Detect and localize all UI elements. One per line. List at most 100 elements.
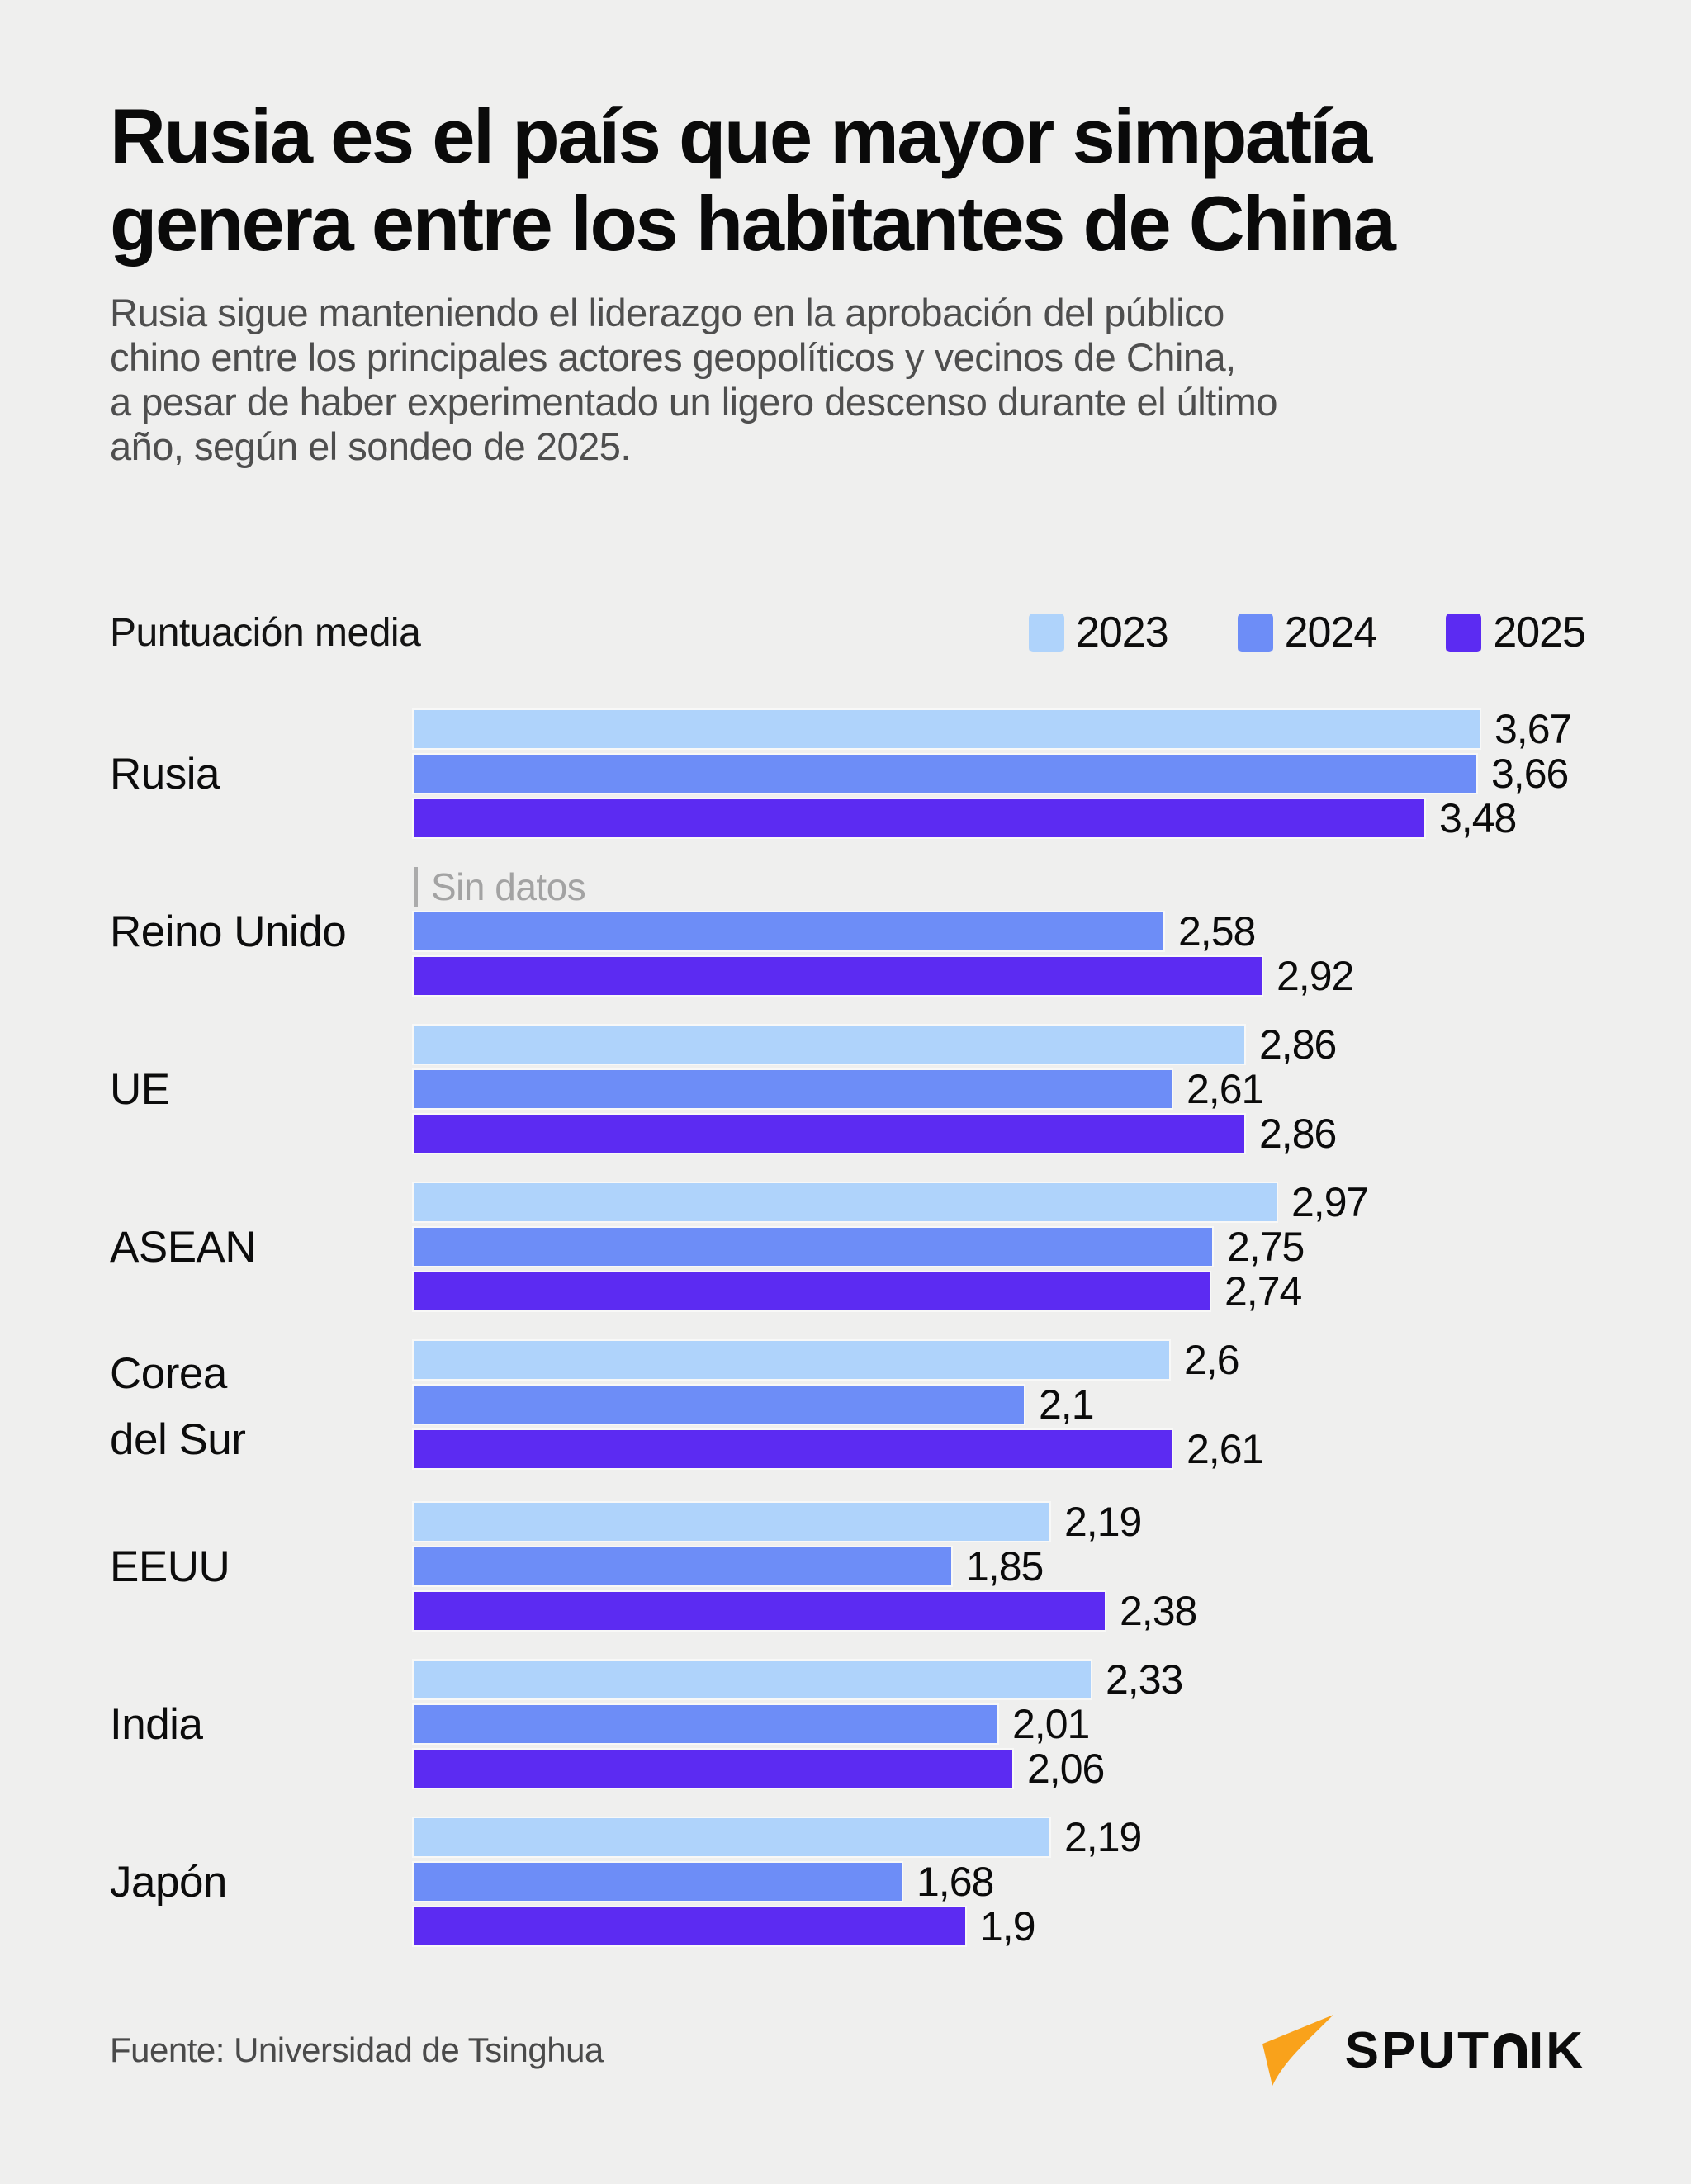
legend-year-label: 2024 xyxy=(1284,609,1378,657)
bar-row-2023: 2,33 xyxy=(414,1656,1585,1703)
sputnik-wordmark: SPUT IK xyxy=(1345,2021,1585,2080)
page-subtitle: Rusia sigue manteniendo el liderazgo en … xyxy=(110,291,1277,469)
category-group: EEUU 2,19 1,85 2,38 xyxy=(110,1499,1585,1634)
bar-row-2024: 2,01 xyxy=(414,1701,1585,1747)
bar-2025 xyxy=(414,1592,1105,1631)
category-group: India 2,33 2,01 2,06 xyxy=(110,1656,1585,1792)
category-label: UE xyxy=(110,1064,170,1114)
value-label: 1,9 xyxy=(980,1903,1036,1950)
wordmark-text: IK xyxy=(1529,2021,1585,2079)
no-data-tick xyxy=(414,867,418,907)
bar-row-2024: 2,61 xyxy=(414,1066,1585,1112)
bar-2023 xyxy=(414,1341,1169,1380)
category-group: Rusia 3,67 3,66 3,48 xyxy=(110,706,1585,841)
legend-swatch-2023 xyxy=(1028,613,1064,652)
bar-row-2024: 2,58 xyxy=(414,908,1585,955)
bar-row-2025: 2,06 xyxy=(414,1746,1585,1792)
category-label: Japón xyxy=(110,1857,227,1907)
value-label: 2,19 xyxy=(1064,1499,1142,1546)
bar-row-2023: 2,97 xyxy=(414,1179,1585,1225)
category-label: Rusia xyxy=(110,749,220,798)
value-label: 3,66 xyxy=(1491,751,1569,798)
bar-2024 xyxy=(414,1228,1212,1267)
legend-row: Puntuación media 2023 2024 2025 xyxy=(110,608,1586,657)
bar-row-2024: 1,85 xyxy=(414,1543,1585,1589)
legend-year-label: 2025 xyxy=(1493,609,1586,657)
bar-row-2025: 2,92 xyxy=(414,953,1585,999)
bar-2024 xyxy=(414,1863,902,1902)
value-label: 2,75 xyxy=(1227,1224,1305,1271)
legend-year-label: 2023 xyxy=(1075,609,1169,657)
sputnik-logo: SPUT IK xyxy=(1262,2015,1585,2087)
value-label: 2,58 xyxy=(1178,908,1256,955)
bar-row-2025: 2,61 xyxy=(414,1426,1585,1472)
value-label: 1,68 xyxy=(917,1859,994,1906)
bar-row-2023: 2,19 xyxy=(414,1499,1585,1545)
bar-row-2023: 2,86 xyxy=(414,1021,1585,1068)
category-bars: Sin datos 2,58 2,92 xyxy=(414,865,1585,999)
category-group: Reino Unido Sin datos 2,58 2,92 xyxy=(110,865,1585,999)
value-label: 2,19 xyxy=(1064,1814,1142,1861)
value-label: 2,06 xyxy=(1027,1746,1105,1793)
bar-2025 xyxy=(414,799,1424,838)
bar-row-2023: 3,67 xyxy=(414,706,1585,752)
value-label: 2,01 xyxy=(1012,1701,1090,1748)
page-title: Rusia es el país que mayor simpatía gene… xyxy=(110,92,1396,268)
bar-row-2025: 2,74 xyxy=(414,1268,1585,1315)
bar-2024 xyxy=(414,755,1476,794)
category-label: Corea del Sur xyxy=(110,1349,246,1464)
bar-row-2025: 3,48 xyxy=(414,795,1585,841)
value-label: 2,33 xyxy=(1106,1656,1183,1703)
value-label: 2,74 xyxy=(1224,1268,1302,1315)
category-bars: 2,86 2,61 2,86 xyxy=(414,1021,1585,1157)
bar-2025 xyxy=(414,1907,965,1946)
bar-2023 xyxy=(414,710,1480,749)
footer: Fuente: Universidad de Tsinghua SPUT IK xyxy=(110,2015,1585,2087)
bar-row-2025: 1,9 xyxy=(414,1903,1585,1949)
category-group: UE 2,86 2,61 2,86 xyxy=(110,1021,1585,1157)
legend-swatch-2025 xyxy=(1446,613,1482,652)
category-label: ASEAN xyxy=(110,1222,257,1272)
source-text: Fuente: Universidad de Tsinghua xyxy=(110,2030,604,2070)
legend-item-2025: 2025 xyxy=(1446,608,1586,657)
value-label: 2,61 xyxy=(1187,1066,1264,1113)
bar-2023 xyxy=(414,1661,1091,1699)
infographic: Rusia es el país que mayor simpatía gene… xyxy=(110,92,1586,2087)
value-label: 3,48 xyxy=(1439,795,1517,842)
value-label: 2,1 xyxy=(1039,1381,1095,1428)
category-group: Corea del Sur 2,6 2,1 2,61 xyxy=(110,1337,1585,1472)
category-bars: 2,6 2,1 2,61 xyxy=(414,1337,1585,1472)
bar-row-2023: 2,6 xyxy=(414,1337,1585,1383)
legend-swatch-2024 xyxy=(1237,613,1273,652)
bar-2025 xyxy=(414,1115,1244,1154)
value-label: 2,61 xyxy=(1187,1426,1264,1473)
category-bars: 2,19 1,68 1,9 xyxy=(414,1814,1585,1949)
value-label: 2,38 xyxy=(1120,1588,1197,1635)
bar-chart: Rusia 3,67 3,66 3,48 Reino Unido Sin datos 2,5… xyxy=(110,706,1585,1949)
legend-item-2023: 2023 xyxy=(1028,608,1169,657)
bar-row-2024: 3,66 xyxy=(414,751,1585,797)
bar-row-2023: 2,19 xyxy=(414,1814,1585,1860)
bar-2025 xyxy=(414,1750,1012,1788)
value-label: 2,92 xyxy=(1277,953,1354,1000)
bar-2025 xyxy=(414,1272,1210,1311)
bar-2024 xyxy=(414,912,1163,951)
no-data-label: Sin datos xyxy=(431,865,586,909)
category-label: Reino Unido xyxy=(110,907,347,956)
no-data-row: Sin datos xyxy=(414,865,1585,909)
bar-2024 xyxy=(414,1705,997,1744)
legend: 2023 2024 2025 xyxy=(1028,608,1586,657)
bar-2024 xyxy=(414,1070,1172,1109)
bar-row-2024: 1,68 xyxy=(414,1859,1585,1905)
category-group: Japón 2,19 1,68 1,9 xyxy=(110,1814,1585,1949)
category-bars: 2,97 2,75 2,74 xyxy=(414,1179,1585,1315)
wordmark-text: SPUT xyxy=(1344,2021,1491,2079)
value-label: 2,86 xyxy=(1259,1111,1337,1158)
value-label: 2,86 xyxy=(1259,1021,1337,1068)
sputnik-sail-icon xyxy=(1262,2015,1333,2087)
bar-2025 xyxy=(414,1430,1172,1469)
bar-2025 xyxy=(414,957,1262,996)
category-label: India xyxy=(110,1699,203,1749)
bar-2023 xyxy=(414,1183,1277,1222)
axis-label: Puntuación media xyxy=(110,610,421,655)
